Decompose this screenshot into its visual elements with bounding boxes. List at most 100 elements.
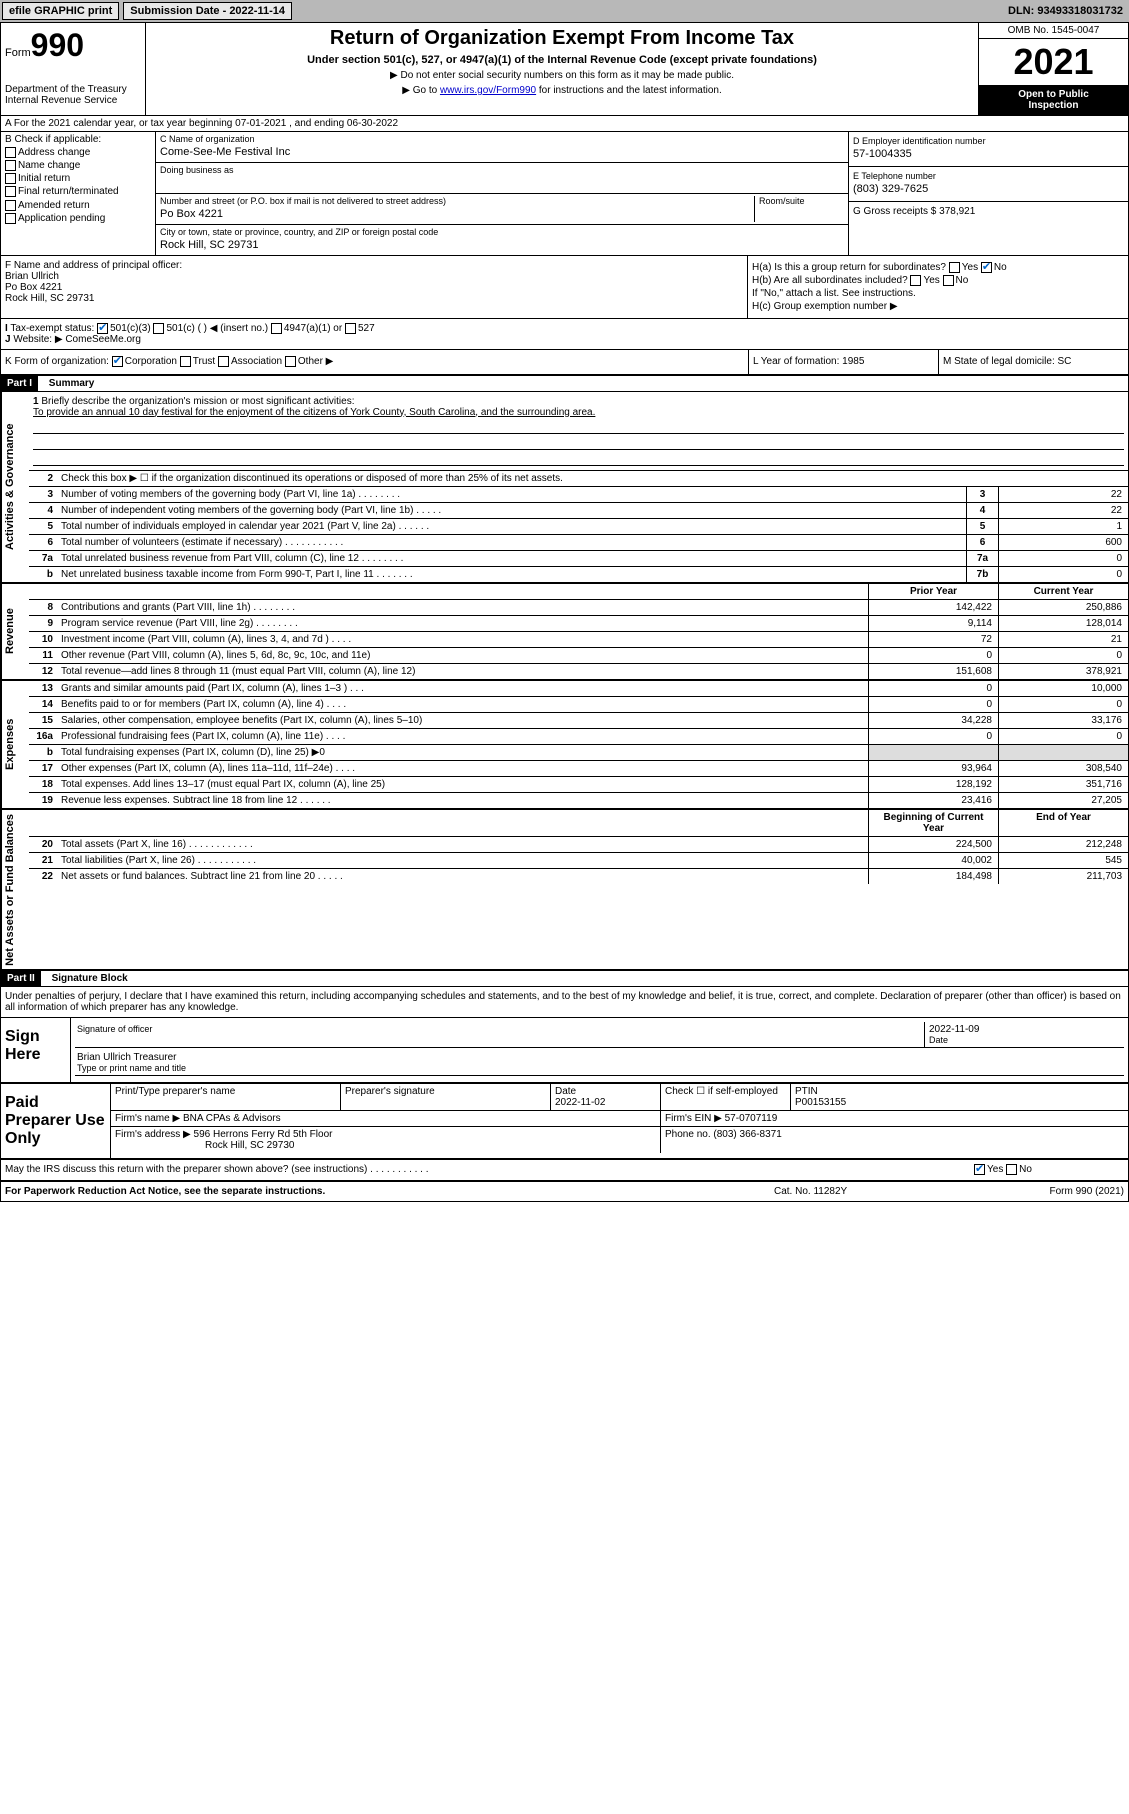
section-k: K Form of organization: Corporation Trus… xyxy=(1,350,748,373)
hb-note: If "No," attach a list. See instructions… xyxy=(752,288,1124,299)
irs-link[interactable]: www.irs.gov/Form990 xyxy=(440,85,536,96)
phone-label: E Telephone number xyxy=(853,171,1124,181)
line-16b-prior xyxy=(868,745,998,760)
line-12-prior: 151,608 xyxy=(868,664,998,679)
checkbox-initial-return[interactable]: Initial return xyxy=(5,173,151,184)
website-value: ComeSeeMe.org xyxy=(65,334,141,345)
officer-printed-name: Brian Ullrich Treasurer xyxy=(77,1052,1122,1063)
line-4-val: 22 xyxy=(998,503,1128,518)
addr-label: Number and street (or P.O. box if mail i… xyxy=(160,196,754,206)
checkbox-final-return[interactable]: Final return/terminated xyxy=(5,186,151,197)
sign-here-label: Sign Here xyxy=(1,1018,71,1082)
line-22-curr: 211,703 xyxy=(998,869,1128,884)
checkbox-association[interactable] xyxy=(218,356,229,367)
instruction-2: ▶ Go to www.irs.gov/Form990 for instruct… xyxy=(150,85,974,96)
section-expenses: Expenses 13Grants and similar amounts pa… xyxy=(1,681,1128,810)
line-3-val: 22 xyxy=(998,487,1128,502)
firm-ein: 57-0707119 xyxy=(725,1113,778,1124)
line-21-curr: 545 xyxy=(998,853,1128,868)
checkbox-corporation[interactable] xyxy=(112,356,123,367)
header-right: OMB No. 1545-0047 2021 Open to Public In… xyxy=(978,23,1128,115)
line-15-prior: 34,228 xyxy=(868,713,998,728)
form-subtitle: Under section 501(c), 527, or 4947(a)(1)… xyxy=(150,54,974,66)
line-19-prior: 23,416 xyxy=(868,793,998,808)
checkbox-501c[interactable] xyxy=(153,323,164,334)
sign-date-label: Date xyxy=(929,1035,1122,1045)
footer-row: For Paperwork Reduction Act Notice, see … xyxy=(1,1182,1128,1201)
line-5-val: 1 xyxy=(998,519,1128,534)
line-17-prior: 93,964 xyxy=(868,761,998,776)
row-a-tax-year: A For the 2021 calendar year, or tax yea… xyxy=(1,116,1128,132)
checkbox-address-change[interactable]: Address change xyxy=(5,147,151,158)
firm-name: BNA CPAs & Advisors xyxy=(183,1113,281,1124)
line-8-prior: 142,422 xyxy=(868,600,998,615)
form-ref: Form 990 (2021) xyxy=(974,1186,1124,1197)
ptin-value: P00153155 xyxy=(795,1097,1124,1108)
checkbox-4947[interactable] xyxy=(271,323,282,334)
efile-print-button[interactable]: efile GRAPHIC print xyxy=(2,2,119,20)
omb-number: OMB No. 1545-0047 xyxy=(979,23,1128,39)
line-14-curr: 0 xyxy=(998,697,1128,712)
checkbox-discuss-yes[interactable] xyxy=(974,1164,985,1175)
officer-name: Brian Ullrich xyxy=(5,271,743,282)
officer-addr1: Po Box 4221 xyxy=(5,282,743,293)
section-c: C Name of organization Come-See-Me Festi… xyxy=(156,132,848,255)
form-title: Return of Organization Exempt From Incom… xyxy=(150,27,974,50)
dba-label: Doing business as xyxy=(160,165,844,175)
checkbox-trust[interactable] xyxy=(180,356,191,367)
checkbox-other[interactable] xyxy=(285,356,296,367)
checkbox-527[interactable] xyxy=(345,323,356,334)
checkbox-discuss-no[interactable] xyxy=(1006,1164,1017,1175)
section-governance: Activities & Governance 1 Briefly descri… xyxy=(1,392,1128,584)
submission-date-button[interactable]: Submission Date - 2022-11-14 xyxy=(123,2,292,20)
line-11-prior: 0 xyxy=(868,648,998,663)
line-1: 1 Briefly describe the organization's mi… xyxy=(29,392,1128,471)
line-14-prior: 0 xyxy=(868,697,998,712)
line-6-val: 600 xyxy=(998,535,1128,550)
firm-phone: (803) 366-8371 xyxy=(713,1129,781,1140)
line-18-prior: 128,192 xyxy=(868,777,998,792)
header-center: Return of Organization Exempt From Incom… xyxy=(146,23,978,115)
officer-name-label: Type or print name and title xyxy=(77,1063,1122,1073)
line-11-curr: 0 xyxy=(998,648,1128,663)
city-label: City or town, state or province, country… xyxy=(160,227,844,237)
fgh-row: F Name and address of principal officer:… xyxy=(1,256,1128,319)
line-22-prior: 184,498 xyxy=(868,869,998,884)
top-bar: efile GRAPHIC print Submission Date - 20… xyxy=(0,0,1129,22)
preparer-section: Paid Preparer Use Only Print/Type prepar… xyxy=(1,1084,1128,1160)
mission-text: To provide an annual 10 day festival for… xyxy=(33,407,595,418)
phone-value: (803) 329-7625 xyxy=(853,181,1124,197)
year-formation: 1985 xyxy=(842,356,864,367)
b-header: B Check if applicable: xyxy=(5,134,151,145)
form-container: Form990 Department of the Treasury Inter… xyxy=(0,22,1129,1202)
line-12-curr: 378,921 xyxy=(998,664,1128,679)
dln-label: DLN: 93493318031732 xyxy=(1008,5,1127,17)
addr-value: Po Box 4221 xyxy=(160,206,754,222)
side-governance: Activities & Governance xyxy=(1,392,29,582)
header-left: Form990 Department of the Treasury Inter… xyxy=(1,23,146,115)
line-7b-val: 0 xyxy=(998,567,1128,582)
officer-addr2: Rock Hill, SC 29731 xyxy=(5,293,743,304)
line-10-prior: 72 xyxy=(868,632,998,647)
hc-label: H(c) Group exemption number ▶ xyxy=(752,301,1124,312)
line-19-curr: 27,205 xyxy=(998,793,1128,808)
col-current-year: Current Year xyxy=(998,584,1128,599)
form-label: Form xyxy=(5,47,31,59)
paperwork-notice: For Paperwork Reduction Act Notice, see … xyxy=(5,1186,774,1197)
section-i: I Tax-exempt status: 501(c)(3) 501(c) ( … xyxy=(1,319,1128,349)
cat-no: Cat. No. 11282Y xyxy=(774,1186,974,1197)
checkbox-501c3[interactable] xyxy=(97,323,108,334)
line-2: 2 Check this box ▶ ☐ if the organization… xyxy=(29,471,1128,487)
firm-addr1: 596 Herrons Ferry Rd 5th Floor xyxy=(194,1129,333,1140)
open-to-public: Open to Public Inspection xyxy=(979,85,1128,115)
hb-label: H(b) Are all subordinates included? xyxy=(752,275,908,286)
line-20-prior: 224,500 xyxy=(868,837,998,852)
checkbox-name-change[interactable]: Name change xyxy=(5,160,151,171)
officer-label: F Name and address of principal officer: xyxy=(5,260,743,271)
part2-title: Signature Block xyxy=(44,973,128,984)
checkbox-amended-return[interactable]: Amended return xyxy=(5,200,151,211)
checkbox-app-pending[interactable]: Application pending xyxy=(5,213,151,224)
line-16a-curr: 0 xyxy=(998,729,1128,744)
section-revenue: Revenue Prior YearCurrent Year 8Contribu… xyxy=(1,584,1128,681)
ij-row: I Tax-exempt status: 501(c)(3) 501(c) ( … xyxy=(1,319,1128,350)
